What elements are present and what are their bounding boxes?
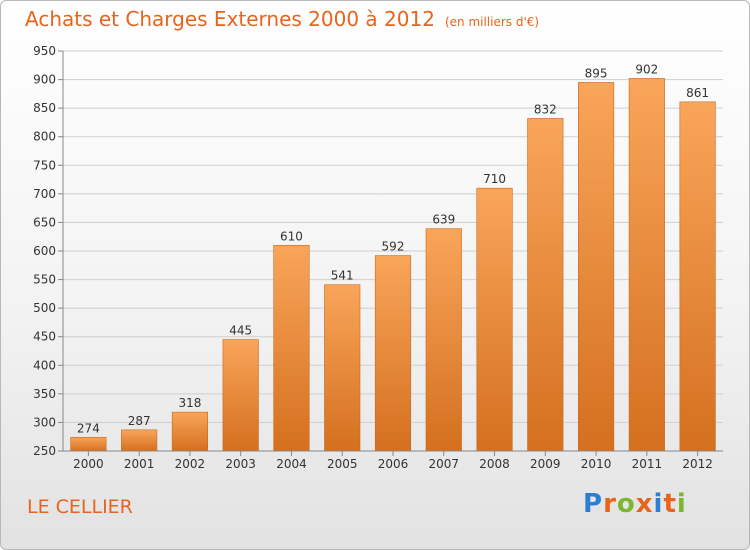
x-axis: 2000 2001 2002 2003 2004 2005 2006 2007 2008 2009… (63, 450, 723, 471)
bar (425, 228, 462, 452)
bar (578, 82, 615, 452)
y-tick-label: 450 (33, 330, 56, 344)
logo-letter: t (663, 489, 677, 519)
x-tick-label: 2000 (73, 457, 104, 471)
city-label: LE CELLIER (27, 496, 133, 518)
chart-subtitle: (en milliers d'€) (444, 15, 540, 29)
data-label: 287 (128, 414, 151, 428)
data-label: 639 (432, 213, 455, 227)
data-label: 902 (635, 62, 658, 76)
data-label: 274 (77, 421, 100, 435)
logo-letter: o (616, 489, 636, 519)
x-tick-label: 2003 (225, 457, 256, 471)
bar (121, 429, 158, 452)
x-tick-label: 2010 (581, 457, 612, 471)
bar (273, 244, 310, 452)
y-tick-label: 750 (33, 158, 56, 172)
x-tick-label: 2006 (378, 457, 409, 471)
data-label: 318 (178, 396, 201, 410)
proxiti-logo: Proxiti (583, 489, 687, 519)
data-label: 895 (585, 66, 608, 80)
x-tick-label: 2005 (327, 457, 358, 471)
logo-letter: i (653, 489, 664, 519)
bar (171, 411, 208, 452)
y-tick-label: 600 (33, 244, 56, 258)
bar (324, 284, 361, 452)
bar (527, 118, 564, 452)
logo-letter: i (676, 489, 687, 519)
logo-letter: P (583, 489, 604, 519)
y-tick-label: 300 (33, 415, 56, 429)
y-tick-label: 700 (33, 187, 56, 201)
bar (679, 101, 716, 452)
y-tick-label: 550 (33, 273, 56, 287)
logo-letter: r (603, 489, 617, 519)
bars: 274 287 318 445 610 541 592 639 710 832 895 902 861 (70, 62, 716, 452)
x-tick-label: 2012 (682, 457, 713, 471)
y-tick-label: 250 (33, 444, 56, 458)
data-label: 710 (483, 172, 506, 186)
x-tick-label: 2007 (428, 457, 459, 471)
bar (476, 187, 513, 452)
y-axis: 250 300 350 400 450 500 550 600 650 700 750 800 850 9… (33, 44, 64, 458)
x-tick-label: 2004 (276, 457, 307, 471)
y-tick-label: 900 (33, 73, 56, 87)
y-tick-label: 800 (33, 130, 56, 144)
chart-title: Achats et Charges Externes 2000 à 2012 (e… (25, 7, 540, 31)
y-tick-label: 350 (33, 387, 56, 401)
x-tick-label: 2009 (530, 457, 561, 471)
x-tick-label: 2008 (479, 457, 510, 471)
bar (628, 78, 665, 452)
x-tick-label: 2011 (632, 457, 663, 471)
bar (222, 339, 259, 452)
bar (70, 436, 107, 452)
x-tick-label: 2002 (175, 457, 206, 471)
data-label: 592 (382, 240, 405, 254)
logo-letter: x (635, 489, 654, 519)
data-label: 445 (229, 324, 252, 338)
y-tick-label: 500 (33, 301, 56, 315)
x-tick-label: 2001 (124, 457, 155, 471)
y-tick-label: 400 (33, 358, 56, 372)
y-tick-label: 850 (33, 101, 56, 115)
bar (374, 255, 412, 452)
data-label: 541 (331, 269, 354, 283)
y-tick-label: 650 (33, 215, 56, 229)
data-label: 832 (534, 102, 557, 116)
y-tick-label: 950 (33, 44, 56, 58)
data-label: 861 (686, 86, 709, 100)
data-label: 610 (280, 229, 303, 243)
